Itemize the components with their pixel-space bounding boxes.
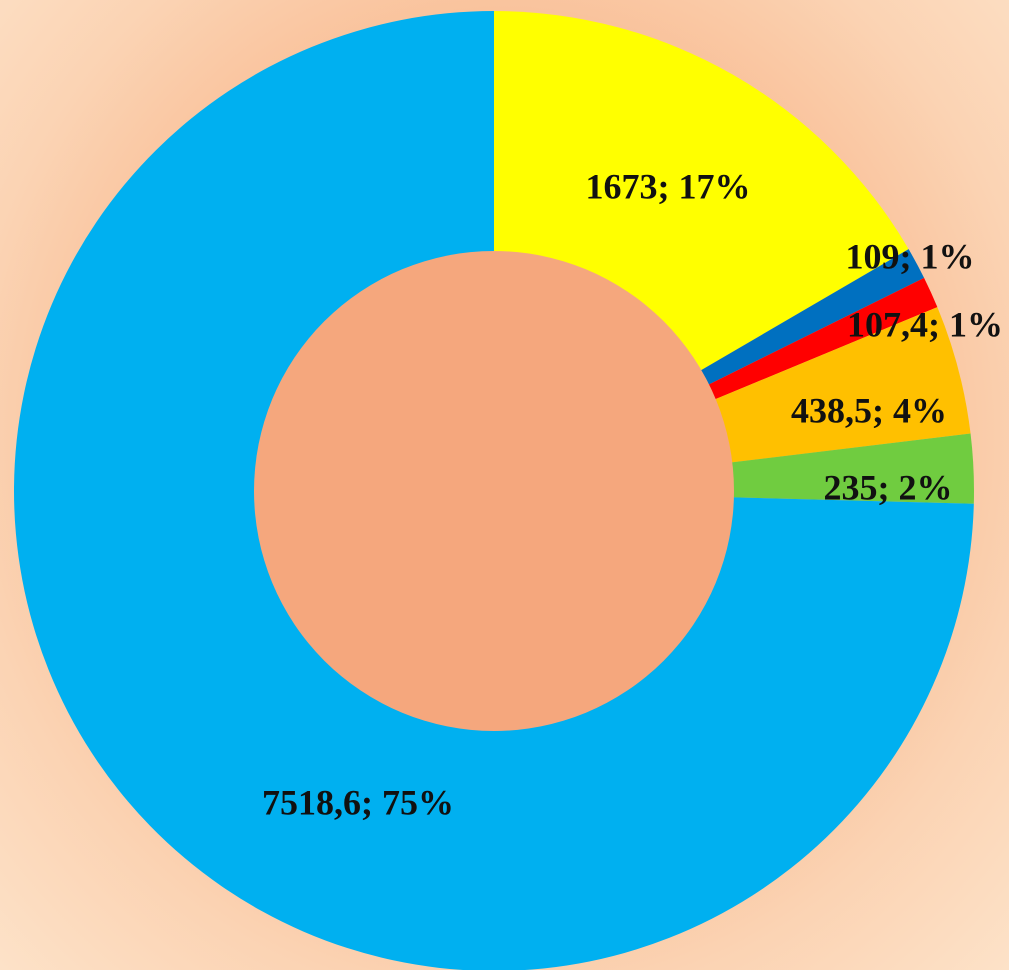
slice-label-4: 235; 2% (824, 467, 953, 507)
slice-label-0: 1673; 17% (586, 166, 751, 206)
slice-label-5: 7518,6; 75% (262, 782, 454, 822)
slice-label-2: 107,4; 1% (847, 304, 1003, 344)
slice-label-3: 438,5; 4% (791, 390, 947, 430)
donut-hole (254, 251, 734, 731)
labels-layer: 1673; 17% 109; 1% 107,4; 1% 438,5; 4% 235; 2… (262, 166, 1003, 822)
slice-label-1: 109; 1% (846, 236, 975, 276)
